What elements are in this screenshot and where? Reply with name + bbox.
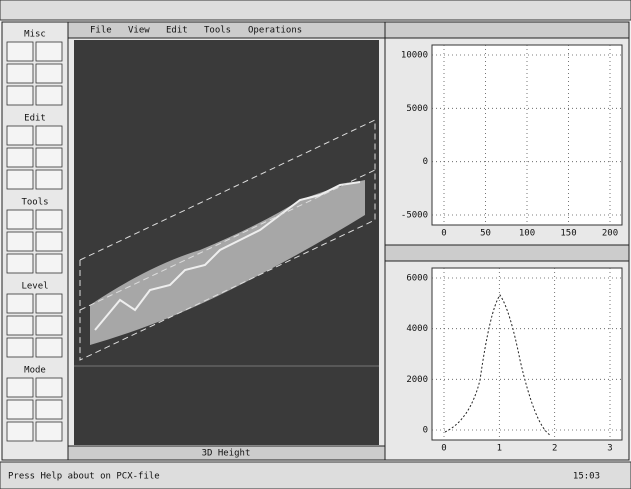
footer-label: 3D Height bbox=[202, 449, 251, 459]
bounding-box bbox=[79, 119, 376, 361]
menu-items: File View Edit Tools Operations bbox=[90, 26, 302, 36]
palette-button[interactable] bbox=[35, 169, 63, 190]
x-tick-label: 0 bbox=[441, 444, 446, 454]
palette-button[interactable] bbox=[35, 41, 63, 62]
profile-curve bbox=[444, 294, 551, 436]
menu-item[interactable]: Edit bbox=[166, 26, 188, 36]
status-time: 15:03 bbox=[573, 472, 600, 482]
palette-button[interactable] bbox=[35, 293, 63, 314]
palette-button[interactable] bbox=[6, 337, 34, 358]
y-tick-label: 10000 bbox=[401, 51, 428, 61]
menu-item[interactable]: Operations bbox=[248, 26, 302, 36]
x-tick-label: 150 bbox=[560, 229, 576, 239]
palette-button[interactable] bbox=[6, 63, 34, 84]
palette-group-label: Misc bbox=[24, 30, 46, 40]
palette-button[interactable] bbox=[6, 377, 34, 398]
palette-button[interactable] bbox=[6, 125, 34, 146]
menu-item[interactable]: View bbox=[128, 26, 150, 36]
x-tick-label: 3 bbox=[607, 444, 612, 454]
status-text: Press Help about on PCX-file bbox=[8, 472, 160, 482]
status-bar bbox=[0, 461, 631, 489]
surface-ridge bbox=[94, 181, 361, 331]
palette-button[interactable] bbox=[6, 41, 34, 62]
palette-group-label: Edit bbox=[24, 114, 46, 124]
palette-button[interactable] bbox=[6, 169, 34, 190]
y-tick-label: 0 bbox=[423, 157, 428, 167]
palette-group-label: Level bbox=[21, 282, 48, 292]
palette-button[interactable] bbox=[35, 399, 63, 420]
surface bbox=[90, 180, 365, 345]
plot-bottom-title-bar bbox=[384, 244, 630, 262]
menu-item[interactable]: File bbox=[90, 26, 112, 36]
x-tick-label: 200 bbox=[602, 229, 618, 239]
y-tick-label: 0 bbox=[423, 426, 428, 436]
palette-button[interactable] bbox=[6, 209, 34, 230]
x-tick-label: 0 bbox=[441, 229, 446, 239]
y-tick-label: 2000 bbox=[406, 375, 428, 385]
palette-button[interactable] bbox=[35, 231, 63, 252]
plot-top-title-bar bbox=[384, 21, 630, 39]
x-tick-label: 2 bbox=[552, 444, 557, 454]
y-tick-label: 6000 bbox=[406, 274, 428, 284]
palette-button[interactable] bbox=[35, 147, 63, 168]
top-bar bbox=[0, 0, 631, 21]
y-tick-label: 5000 bbox=[406, 104, 428, 114]
palette-button[interactable] bbox=[35, 315, 63, 336]
y-tick-label: 4000 bbox=[406, 324, 428, 334]
palette-button[interactable] bbox=[35, 377, 63, 398]
x-tick-label: 50 bbox=[480, 229, 491, 239]
palette-button[interactable] bbox=[35, 85, 63, 106]
palette-button[interactable] bbox=[35, 253, 63, 274]
palette-button[interactable] bbox=[6, 253, 34, 274]
plot-bottom-area bbox=[431, 267, 623, 441]
palette-group-label: Mode bbox=[24, 366, 46, 376]
palette-button[interactable] bbox=[35, 337, 63, 358]
palette-button[interactable] bbox=[6, 147, 34, 168]
menu-item[interactable]: Tools bbox=[204, 26, 231, 36]
x-tick-label: 1 bbox=[497, 444, 502, 454]
plot-top-area bbox=[431, 44, 623, 226]
x-tick-label: 100 bbox=[519, 229, 535, 239]
palette-button[interactable] bbox=[6, 85, 34, 106]
palette-group-label: Tools bbox=[21, 198, 48, 208]
palette-button[interactable] bbox=[6, 231, 34, 252]
palette-button[interactable] bbox=[6, 399, 34, 420]
palette-groups: Misc Edit Tools Level Mode bbox=[6, 30, 63, 442]
y-tick-label: -5000 bbox=[401, 211, 428, 221]
palette-button[interactable] bbox=[6, 421, 34, 442]
palette-button[interactable] bbox=[35, 125, 63, 146]
palette-button[interactable] bbox=[6, 293, 34, 314]
palette-button[interactable] bbox=[35, 63, 63, 84]
palette-button[interactable] bbox=[35, 421, 63, 442]
palette-button[interactable] bbox=[35, 209, 63, 230]
palette-button[interactable] bbox=[6, 315, 34, 336]
